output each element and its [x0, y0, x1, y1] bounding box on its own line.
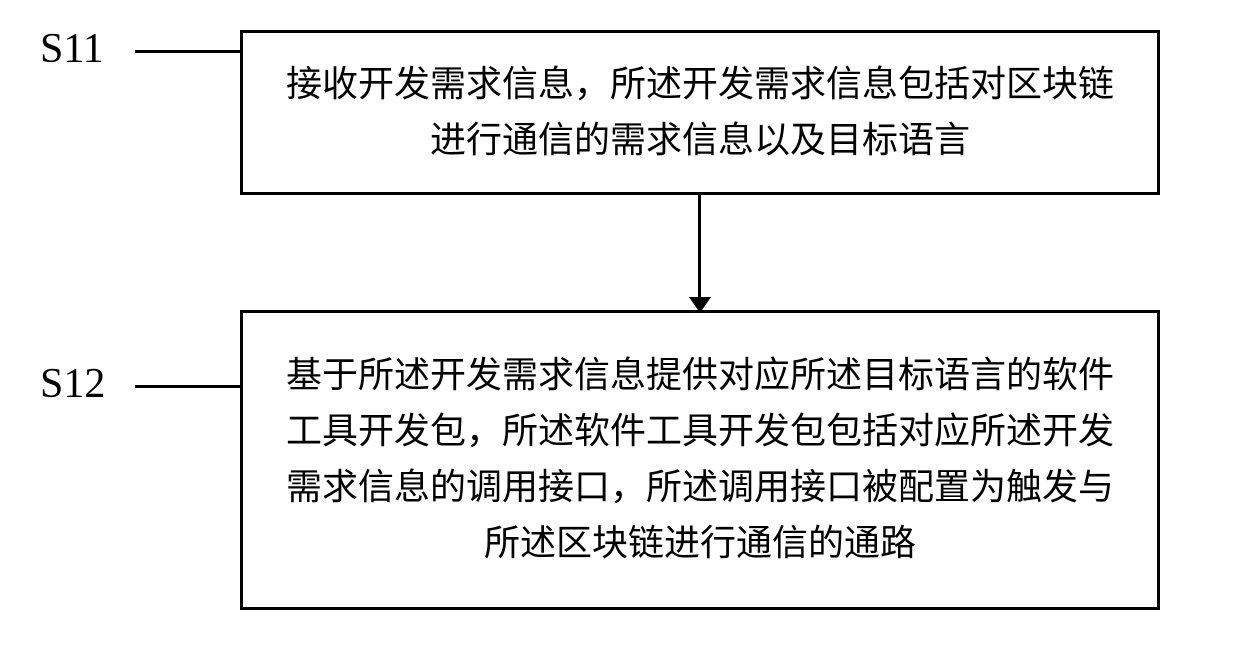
- box-text-s12: 基于所述开发需求信息提供对应所述目标语言的软件工具开发包，所述软件工具开发包包括…: [273, 348, 1127, 571]
- step-label-s12: S12: [40, 360, 105, 408]
- connector-line-s12: [135, 385, 240, 388]
- flowchart-container: S11 接收开发需求信息，所述开发需求信息包括对区块链进行通信的需求信息以及目标…: [0, 0, 1240, 662]
- box-text-s11: 接收开发需求信息，所述开发需求信息包括对区块链进行通信的需求信息以及目标语言: [273, 57, 1127, 169]
- connector-line-s11: [135, 50, 240, 53]
- flow-box-s12: 基于所述开发需求信息提供对应所述目标语言的软件工具开发包，所述软件工具开发包包括…: [240, 310, 1160, 610]
- flow-box-s11: 接收开发需求信息，所述开发需求信息包括对区块链进行通信的需求信息以及目标语言: [240, 30, 1160, 195]
- arrow-line: [698, 195, 701, 312]
- step-label-s11: S11: [40, 25, 104, 73]
